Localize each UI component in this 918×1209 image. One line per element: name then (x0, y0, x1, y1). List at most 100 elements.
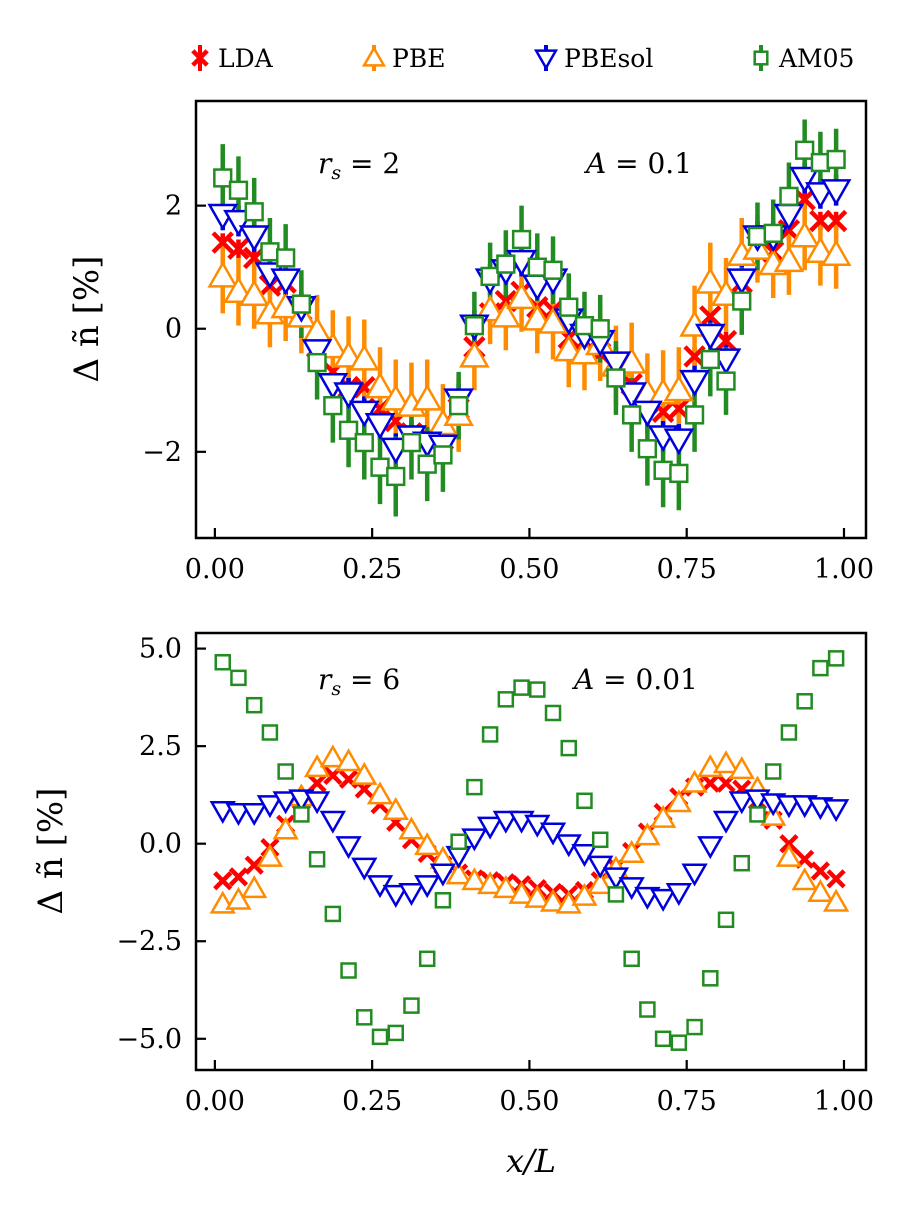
series-lda (213, 765, 846, 905)
am05-point (387, 1024, 404, 1042)
pbe-point (207, 260, 239, 288)
am05-point (434, 892, 452, 909)
am05-point (623, 950, 640, 968)
am05-point (260, 242, 280, 262)
lda-point (227, 237, 250, 260)
am05-point (574, 316, 595, 336)
am05-point (497, 691, 515, 708)
pbesol-point (303, 791, 331, 815)
am05-point (733, 854, 751, 872)
am05-point (403, 997, 420, 1014)
pbe-point (461, 867, 488, 891)
am05-point (513, 679, 530, 696)
pbe-point (272, 816, 299, 840)
am05-point (717, 911, 735, 929)
pbesol-point (272, 791, 299, 815)
pbesol-point (319, 810, 346, 834)
am05-point (606, 368, 626, 388)
legend-item-lda: LDA (191, 44, 274, 73)
pbesol-point (571, 843, 598, 867)
lda-point (826, 869, 846, 889)
pbesol-point (681, 863, 708, 887)
am05-point (670, 1034, 688, 1051)
legend-label: PBEsol (564, 44, 653, 73)
legend-label: LDA (218, 44, 274, 73)
am05-point (576, 792, 593, 810)
pbe-point (351, 761, 378, 785)
pbesol-point (679, 369, 710, 397)
am05-point (702, 970, 719, 987)
pbe-point (508, 880, 535, 904)
pbesol-point (820, 179, 852, 206)
am05-point (716, 371, 736, 391)
pbe-point (537, 306, 569, 334)
y-tick-label: 0.0 (139, 829, 182, 860)
am05-point (275, 248, 296, 268)
pbesol-point (398, 882, 425, 906)
x-tick-label: 0.75 (657, 554, 717, 585)
legend-item-am05: AM05 (753, 44, 854, 73)
am05-point (590, 319, 610, 339)
am05-point (386, 466, 406, 487)
pbe-point (398, 816, 425, 840)
pbe-point (634, 822, 661, 846)
am05-point (466, 778, 483, 796)
am05-point (543, 260, 563, 280)
pbesol-point (789, 166, 821, 194)
pbesol-point (539, 822, 567, 846)
pbesol-point (728, 791, 755, 815)
pbe-point (663, 374, 695, 402)
am05-point (686, 1018, 703, 1036)
y-tick-label: −5.0 (116, 1024, 182, 1055)
am05-point (544, 704, 562, 722)
pbesol-point (726, 268, 758, 296)
pbe-point (364, 371, 396, 399)
series-pbe (207, 220, 852, 436)
am05-point (480, 266, 500, 287)
pbesol-point (225, 802, 252, 827)
am05-point (747, 226, 768, 247)
pbe-point (649, 804, 677, 828)
am05-point (607, 886, 625, 903)
am05-point (796, 693, 813, 710)
top-panel-rs-label: rs = 2 (318, 147, 400, 184)
legend-item-pbe: PBE (361, 44, 445, 73)
am05-point (560, 739, 577, 757)
am05-point (371, 1028, 389, 1046)
pbe-point (476, 871, 504, 895)
am05-point (245, 696, 263, 714)
bottom-panel-rs-label: rs = 6 (318, 663, 400, 700)
pbe-point (681, 769, 708, 793)
y-tick-label: −2.5 (116, 926, 182, 957)
pbesol-point (587, 855, 614, 879)
pbesol-point (775, 795, 803, 819)
pbe-point (694, 266, 726, 294)
pbesol-point (616, 382, 648, 410)
am05-point (418, 950, 436, 968)
legend: LDA PBE PBEsol AM05 (191, 44, 854, 73)
am05-point (370, 457, 390, 477)
series-am05 (213, 140, 846, 487)
pbesol-point (351, 857, 378, 881)
pbesol-point (694, 323, 726, 351)
series-am05 (214, 650, 845, 1051)
am05-point (307, 352, 327, 373)
pbe-point (807, 878, 834, 902)
pbe-point (587, 871, 614, 895)
lda-point (699, 305, 722, 328)
am05-point (354, 432, 374, 453)
lda-point (779, 834, 799, 854)
pbe-point (773, 245, 805, 273)
x-tick-label: 1.00 (814, 554, 874, 585)
am05-point (827, 650, 845, 667)
pbe-point (225, 886, 252, 910)
x-axis-label: x/L (506, 1142, 556, 1180)
top-panel-frame (194, 99, 868, 540)
pbe-point (820, 239, 852, 267)
pbe-point (618, 839, 645, 863)
lda-point (714, 329, 738, 353)
am05-point (324, 905, 342, 923)
pbe-point (571, 882, 598, 906)
lda-point (810, 861, 830, 881)
am05-point (214, 654, 231, 671)
